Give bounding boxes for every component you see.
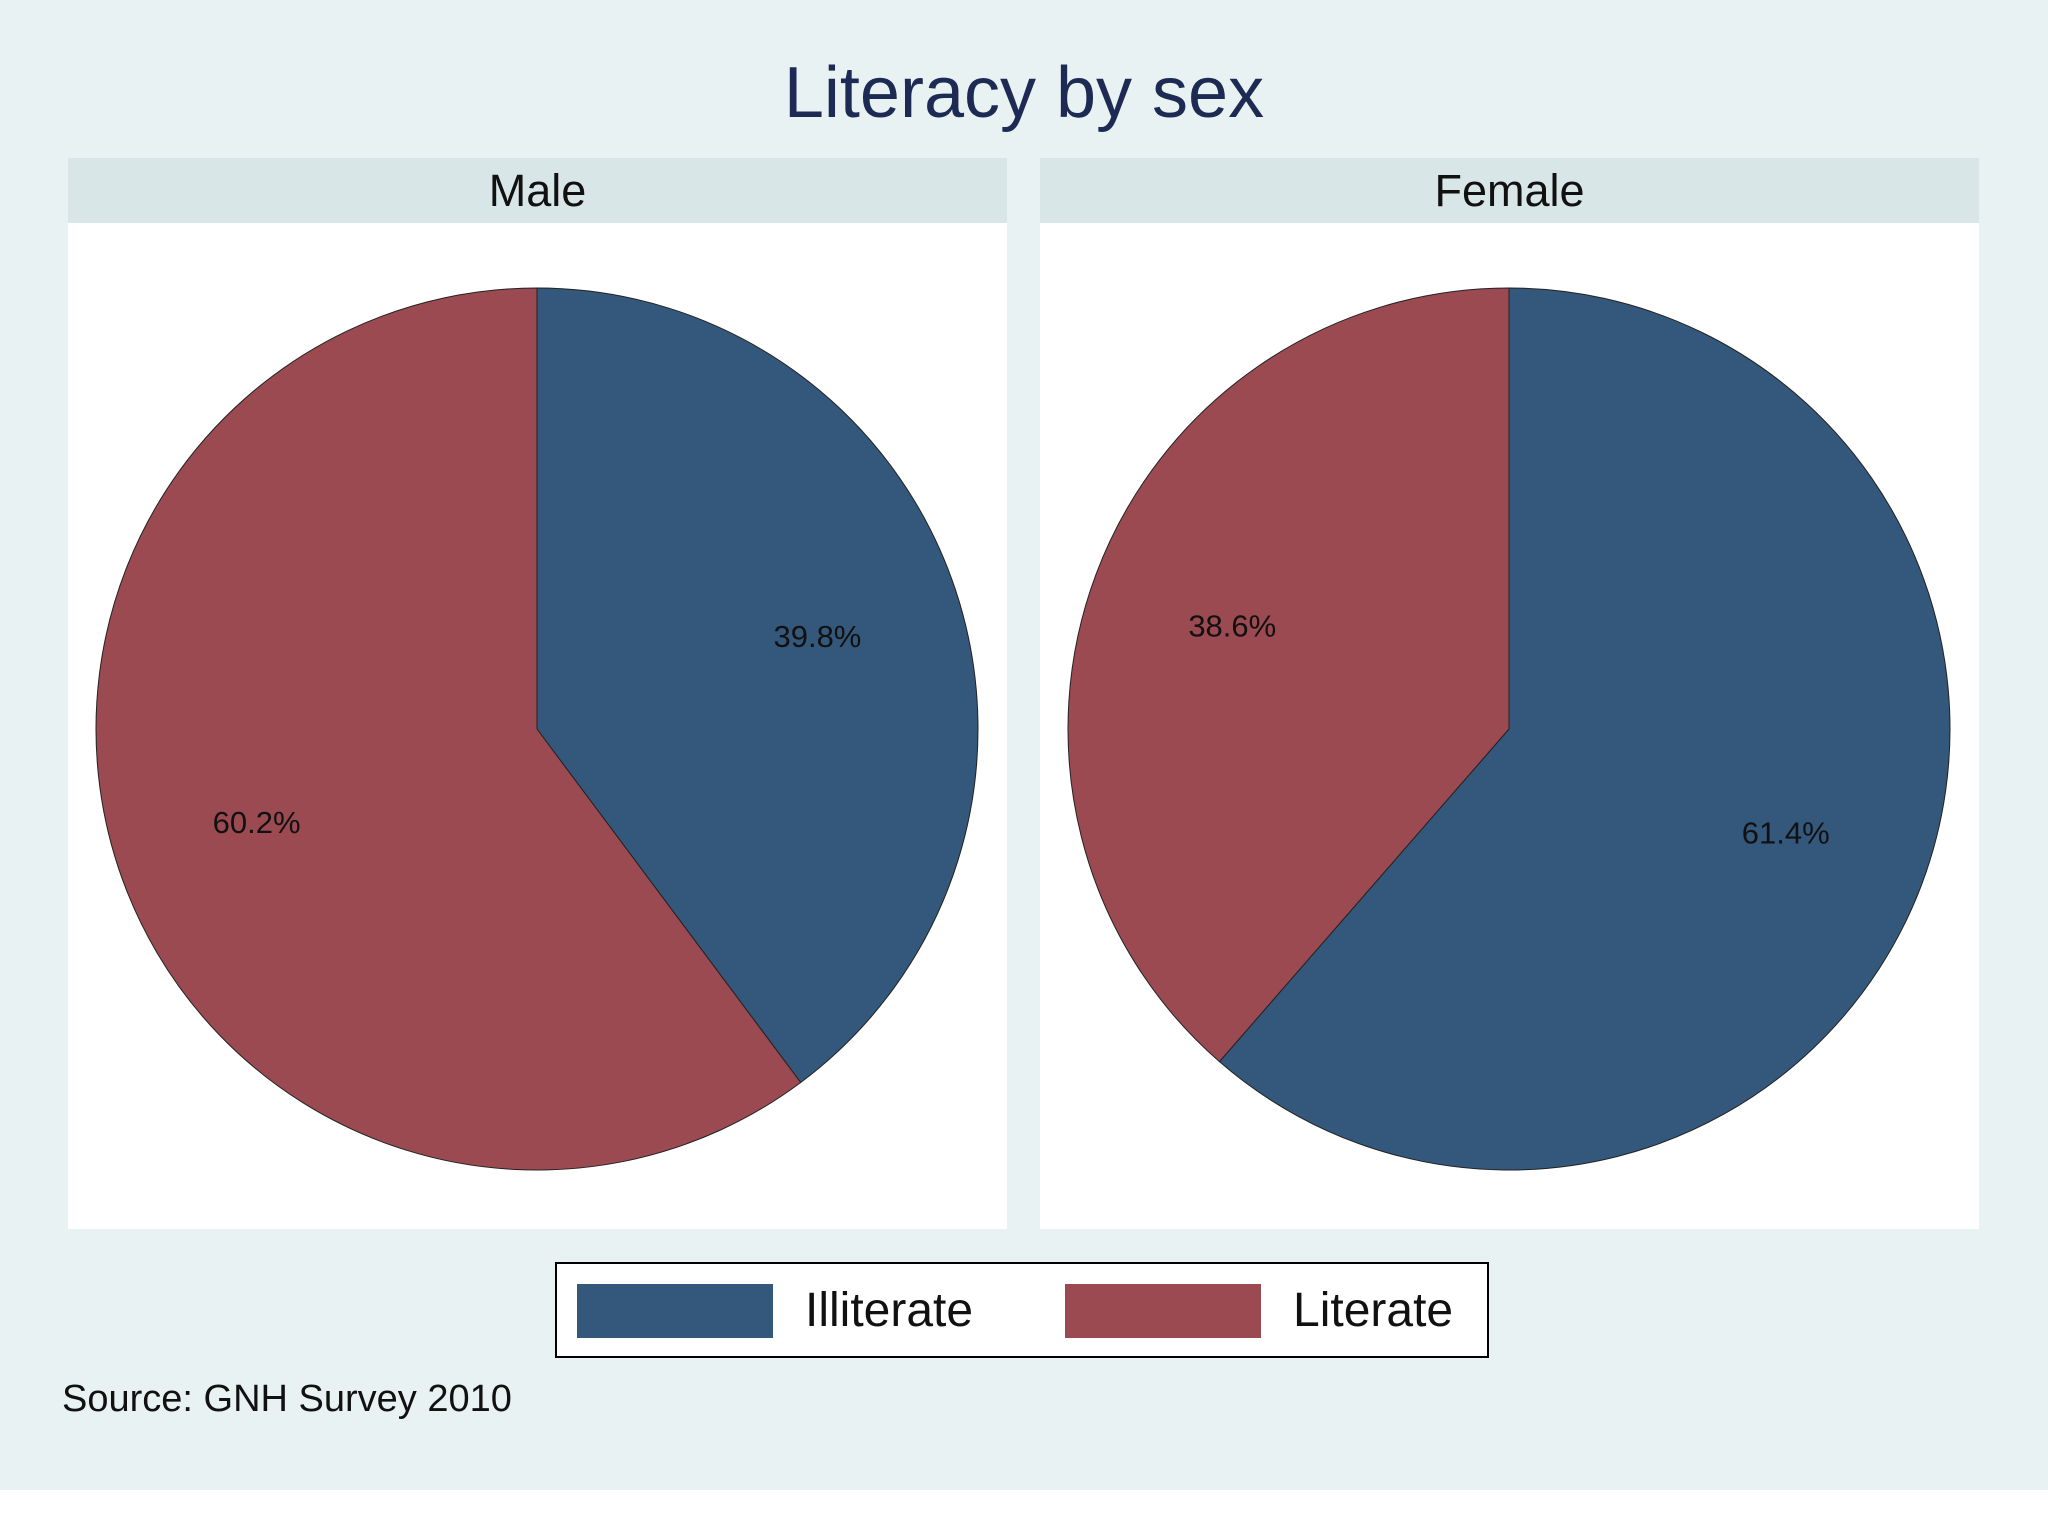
chart-title: Literacy by sex [783, 53, 1265, 133]
pie-female: 61.4% 38.6% [1067, 287, 1951, 1171]
legend-label-illiterate: Illiterate [805, 1284, 974, 1337]
panel-header-female: Female [1040, 158, 1979, 223]
panel-male: Male 39.8% 60.2% [68, 158, 1007, 1229]
pie-male: 39.8% 60.2% [95, 287, 979, 1171]
slice-label-illiterate-male: 39.8% [773, 619, 861, 654]
legend-label-literate: Literate [1293, 1284, 1454, 1337]
pie-slice-illiterate-female [1218, 287, 1951, 1171]
slice-label-literate-male: 60.2% [213, 805, 301, 840]
pie-slice-illiterate-male [536, 287, 979, 1084]
panel-header-male: Male [68, 158, 1007, 223]
panel-female: Female 61.4% 38.6% [1040, 158, 1979, 1229]
pie-slice-literate-female [1067, 287, 1510, 1063]
panel-body-female: 61.4% 38.6% [1040, 223, 1979, 1229]
slice-label-literate-female: 38.6% [1188, 608, 1276, 643]
source-note: Source: GNH Survey 2010 [62, 1378, 512, 1420]
slice-label-illiterate-female: 61.4% [1742, 816, 1830, 851]
legend-swatch-illiterate [577, 1284, 773, 1338]
panel-body-male: 39.8% 60.2% [68, 223, 1007, 1229]
legend-swatch-literate [1065, 1284, 1261, 1338]
chart-figure: Literacy by sex Male 39.8% 60.2% Female 6… [0, 0, 2048, 1490]
pie-slice-literate-male [95, 287, 802, 1171]
legend: Illiterate Literate [555, 1262, 1489, 1358]
